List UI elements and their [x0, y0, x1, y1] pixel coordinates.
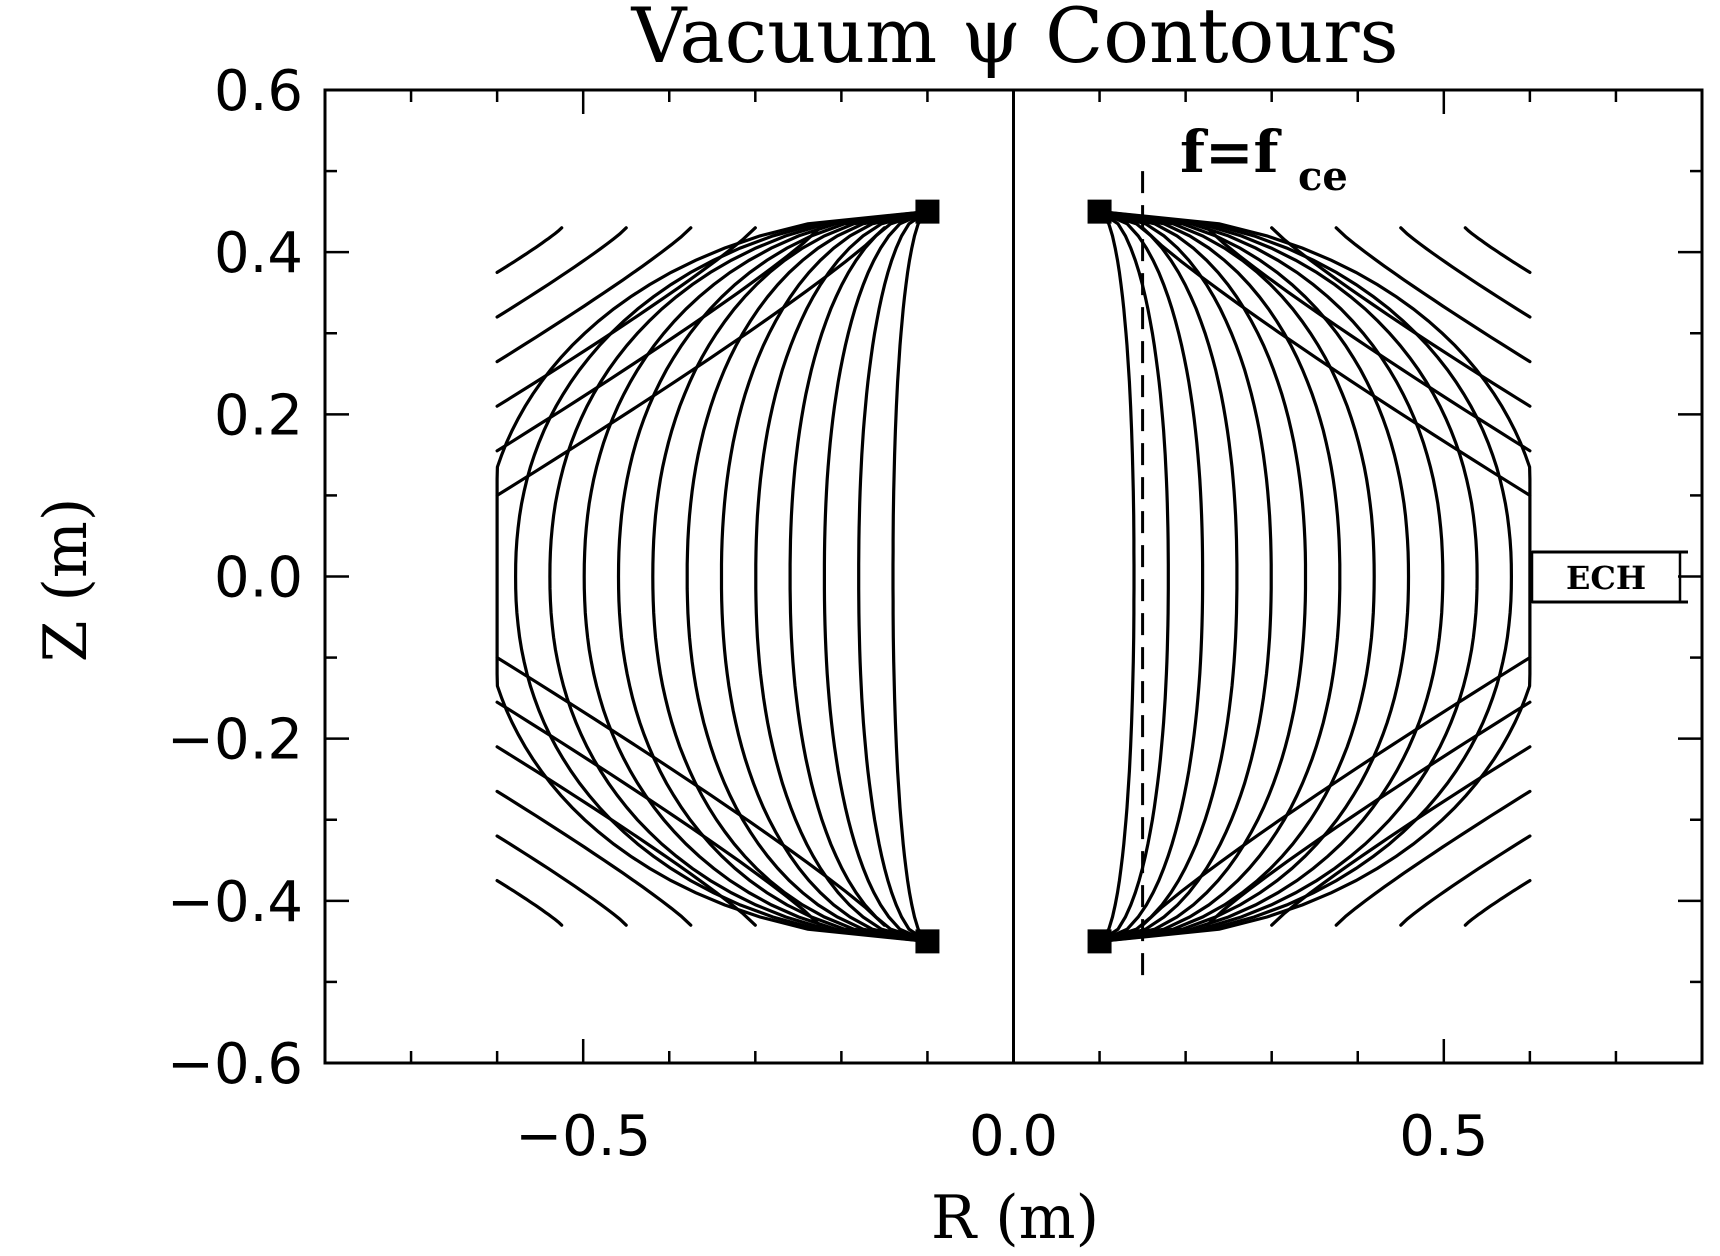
- contour-line-outer: [1270, 226, 1532, 408]
- y-tick-label: 0.0: [214, 546, 303, 611]
- x-tick-label: 0.5: [1399, 1104, 1488, 1169]
- resonance-annotation: f=f ce: [1180, 118, 1348, 200]
- contour-line-outer: [495, 656, 886, 927]
- contour-line: [685, 210, 929, 943]
- contour-line-outer: [1205, 700, 1532, 927]
- contour-line-outer: [1334, 226, 1532, 364]
- contour-line: [788, 210, 929, 943]
- x-tick-label: −0.5: [515, 1104, 651, 1169]
- contour-line-outer: [495, 226, 628, 319]
- contour-line-outer: [495, 226, 757, 408]
- contour-line-outer: [495, 226, 693, 364]
- contour-line: [651, 210, 929, 943]
- contour-line-outer: [495, 745, 757, 927]
- contour-line-outer: [495, 834, 628, 927]
- contour-line: [1098, 210, 1273, 943]
- contour-line-outer: [1399, 834, 1532, 927]
- resonance-label-sub: ce: [1298, 153, 1348, 200]
- contour-line: [1098, 210, 1170, 943]
- contour-line-outer: [495, 789, 693, 927]
- contour-line-outer: [1205, 226, 1532, 453]
- contour-line: [1098, 210, 1205, 943]
- y-tick-label: −0.2: [167, 708, 303, 773]
- coil-marker: [1087, 929, 1112, 954]
- contour-line: [1098, 210, 1342, 943]
- contour-line-outer: [1141, 656, 1532, 927]
- contour-lines: [495, 199, 1532, 954]
- contour-line-outer: [495, 700, 822, 927]
- y-tick-label: −0.6: [167, 1032, 303, 1097]
- contour-line-outer: [1270, 745, 1532, 927]
- contour-line: [822, 210, 929, 943]
- contour-line-outer: [495, 226, 886, 497]
- contour-line: [754, 210, 929, 943]
- contour-line-outer: [495, 226, 564, 274]
- y-tick-label: 0.2: [214, 383, 303, 448]
- contour-line: [1098, 210, 1239, 943]
- contour-line-outer: [1463, 879, 1532, 927]
- contour-line-outer: [1334, 789, 1532, 927]
- contour-line: [857, 210, 929, 943]
- y-tick-label: 0.6: [214, 59, 303, 124]
- contour-line-outer: [495, 879, 564, 927]
- y-tick-label: 0.4: [214, 221, 303, 286]
- resonance-label-main: f=f: [1180, 118, 1283, 186]
- ech-port-box: [1530, 550, 1682, 604]
- x-axis-label: R (m): [931, 1183, 1099, 1253]
- contour-line-outer: [1463, 226, 1532, 274]
- x-tick-label: 0.0: [969, 1104, 1058, 1169]
- contour-line: [1098, 210, 1376, 943]
- y-axis-label: Z (m): [31, 498, 101, 662]
- contour-line: [719, 210, 929, 943]
- contour-line: [582, 210, 929, 943]
- axis-ticks: [323, 88, 1704, 1065]
- coil-marker: [915, 199, 940, 224]
- ech-port-marker: ECH: [1530, 550, 1688, 604]
- chart-title: Vacuum ψ Contours: [630, 0, 1398, 80]
- contour-line: [1098, 210, 1308, 943]
- coil-marker: [1087, 199, 1112, 224]
- contour-line: [1098, 210, 1136, 943]
- contour-line: [1098, 210, 1532, 943]
- contour-line: [1098, 210, 1411, 943]
- contour-line: [1098, 210, 1445, 943]
- contour-line-outer: [495, 226, 822, 453]
- contour-line-outer: [1141, 226, 1532, 497]
- y-tick-label: −0.4: [167, 870, 303, 935]
- contour-line: [1098, 210, 1479, 943]
- ech-label: ECH: [1566, 559, 1646, 597]
- contour-line-outer: [1399, 226, 1532, 319]
- contour-line: [891, 210, 929, 943]
- axis-tick-labels: −0.5 0.0 0.5 −0.6 −0.4 −0.2 0.0 0.2 0.4 0.6: [167, 59, 1488, 1169]
- coil-marker: [915, 929, 940, 954]
- contour-line: [548, 210, 929, 943]
- contour-line: [616, 210, 929, 943]
- contour-line: [495, 210, 929, 943]
